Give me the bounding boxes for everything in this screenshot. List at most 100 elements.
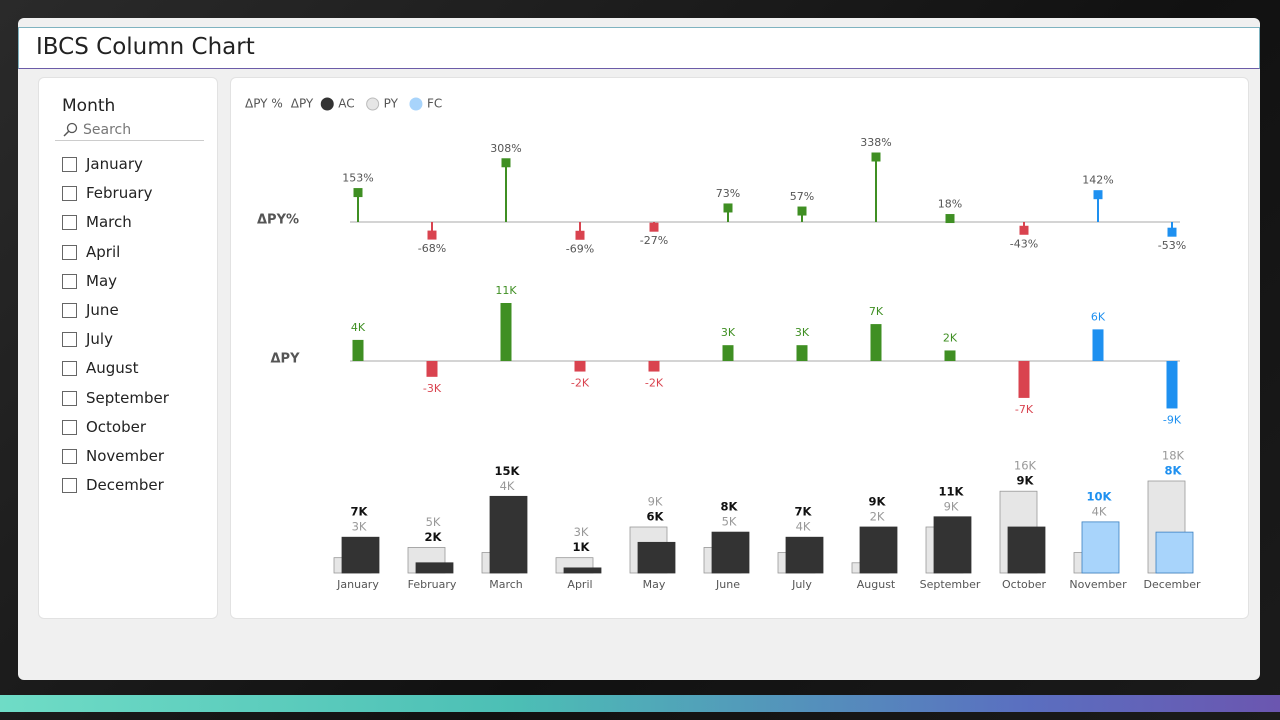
checkbox[interactable] [62, 361, 77, 377]
data-label: 57% [790, 190, 814, 203]
marker [945, 214, 955, 224]
data-label: 73% [716, 187, 740, 200]
checkbox[interactable] [62, 390, 77, 406]
ac-bar [1007, 526, 1046, 574]
checkbox[interactable] [62, 273, 77, 289]
legend-marker [320, 97, 334, 111]
x-tick-label: December [1143, 578, 1201, 591]
x-tick-label: April [567, 578, 592, 591]
x-tick-label: October [1002, 578, 1046, 591]
data-label: -9K [1163, 413, 1182, 426]
x-tick-label: September [920, 578, 981, 591]
ac-bar [711, 531, 750, 574]
item-label: May [86, 271, 118, 290]
delta-bar [352, 339, 364, 361]
checkbox[interactable] [62, 157, 77, 172]
marker [723, 203, 733, 213]
data-label: 9K [1017, 474, 1035, 488]
delta-bar [1166, 361, 1178, 409]
search-placeholder: Search [83, 122, 132, 138]
checkbox[interactable] [62, 332, 77, 348]
marker [1019, 225, 1029, 235]
data-label: 3K [795, 326, 810, 339]
data-label: 9K [869, 495, 887, 509]
data-label: -43% [1010, 237, 1038, 250]
data-label: 11K [495, 284, 517, 297]
data-label: 308% [490, 142, 521, 155]
x-tick-label: June [715, 578, 740, 591]
item-label: September [86, 388, 169, 407]
data-label: -2K [645, 377, 664, 390]
data-label: 4K [796, 520, 811, 534]
fc-bar [1081, 521, 1120, 574]
data-label: 15K [495, 464, 521, 478]
item-label: December [86, 476, 164, 495]
checkbox[interactable] [62, 186, 77, 202]
delta-bar [426, 361, 438, 377]
delta-bar [648, 361, 660, 372]
item-label: November [86, 447, 165, 465]
marker [1093, 190, 1103, 200]
legend-label: ΔPY % [245, 97, 283, 111]
data-label: 3K [352, 520, 367, 534]
ac-bar [637, 541, 676, 574]
data-label: 9K [944, 499, 959, 513]
data-label: 3K [721, 326, 736, 339]
x-tick-label: November [1069, 578, 1127, 591]
marker [575, 230, 585, 240]
row-label: ΔPY [270, 352, 300, 367]
checkbox[interactable] [62, 449, 77, 464]
ac-bar [489, 495, 528, 574]
legend-label: PY [384, 97, 399, 111]
search-box[interactable]: Search [55, 121, 204, 141]
marker [501, 158, 511, 168]
data-label: -69% [566, 242, 594, 255]
data-label: -3K [423, 382, 442, 395]
data-label: 142% [1082, 174, 1113, 187]
legend-marker [409, 97, 423, 111]
data-label: 4K [351, 321, 366, 334]
delta-bar [796, 345, 808, 361]
item-label: August [86, 359, 139, 378]
item-label: March [86, 213, 132, 232]
data-label: -2K [571, 377, 590, 390]
row-label: ΔPY% [257, 213, 299, 228]
delta-bar [574, 361, 586, 372]
item-label: January [86, 155, 143, 173]
legend-label: AC [338, 97, 354, 111]
checkbox[interactable] [62, 244, 77, 260]
data-label: 6K [647, 510, 665, 524]
x-tick-label: January [336, 578, 379, 591]
chart-panel [230, 77, 1249, 619]
legend-label: FC [427, 97, 442, 111]
delta-bar [722, 345, 734, 361]
x-tick-label: May [643, 578, 666, 591]
checkbox[interactable] [62, 419, 77, 435]
delta-bar [1018, 361, 1030, 398]
data-label: 3K [574, 525, 589, 539]
data-label: 10K [1087, 489, 1113, 503]
checkbox[interactable] [62, 478, 77, 494]
x-tick-label: August [857, 578, 896, 591]
checkbox[interactable] [62, 215, 77, 231]
data-label: 16K [1014, 459, 1037, 473]
marker [353, 188, 363, 198]
legend-label: ΔPY [291, 97, 314, 111]
item-label: June [86, 301, 119, 319]
search-icon [63, 122, 78, 137]
title-bar: IBCS Column Chart [18, 27, 1260, 69]
item-label: July [86, 330, 113, 349]
item-label: October [86, 417, 147, 436]
delta-bar [944, 350, 956, 361]
data-label: 8K [721, 500, 739, 514]
marker [427, 230, 437, 240]
slicer-title: Month [62, 96, 116, 116]
data-label: 2K [943, 331, 958, 344]
checkbox[interactable] [62, 303, 77, 318]
fc-bar [1155, 531, 1194, 574]
marker [797, 206, 807, 216]
delta-bar [870, 324, 882, 361]
data-label: 11K [939, 484, 965, 498]
decor-bar [0, 695, 1280, 712]
